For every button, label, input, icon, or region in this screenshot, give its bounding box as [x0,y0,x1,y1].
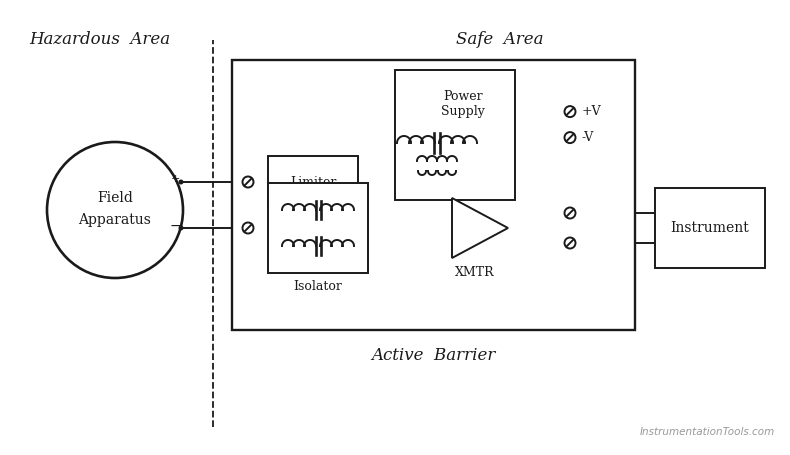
Bar [232,60,635,330]
Text: Hazardous  Area: Hazardous Area [29,31,171,49]
Text: +V: +V [582,105,602,118]
Circle shape [565,132,575,143]
Bar [395,70,515,200]
Circle shape [47,142,183,278]
Text: −: − [169,219,181,233]
Text: Active  Barrier: Active Barrier [371,347,495,364]
Circle shape [565,238,575,248]
Text: +: + [171,174,179,184]
Circle shape [565,106,575,117]
Circle shape [565,207,575,218]
Bar [268,156,358,208]
Text: Instrument: Instrument [671,221,750,235]
Text: Apparatus: Apparatus [78,213,152,227]
Circle shape [243,177,254,187]
Circle shape [179,180,183,184]
Text: Field: Field [97,191,133,205]
Text: Power
Supply: Power Supply [441,90,485,118]
Bar [655,188,765,268]
Text: XMTR: XMTR [455,266,495,278]
Text: InstrumentationTools.com: InstrumentationTools.com [640,427,775,437]
Text: -V: -V [582,131,594,144]
Text: Isolator: Isolator [294,279,342,293]
Bar [268,183,368,273]
Text: Limiter: Limiter [290,176,337,188]
Text: Safe  Area: Safe Area [457,31,544,49]
Circle shape [243,222,254,233]
Circle shape [179,226,183,231]
Polygon shape [452,198,508,258]
